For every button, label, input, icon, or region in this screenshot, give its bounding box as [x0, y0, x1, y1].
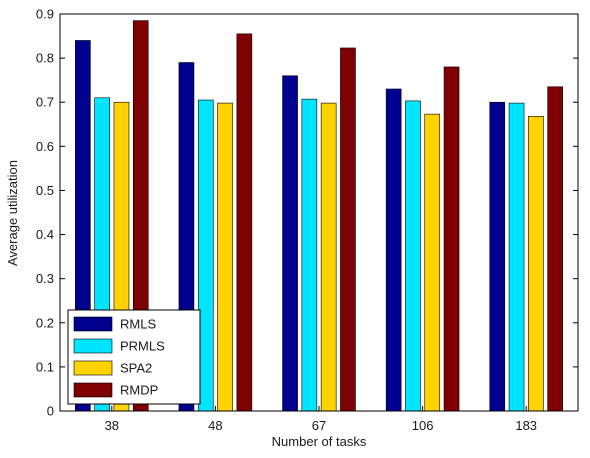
legend-label-spa2: SPA2: [120, 361, 152, 376]
y-tick-label: 0.7: [36, 95, 54, 110]
x-tick-label: 67: [312, 418, 326, 433]
bar-rmdp-106: [443, 66, 460, 412]
bar-spa2-48: [217, 102, 233, 412]
x-tick-label: 48: [208, 418, 222, 433]
y-axis: 0 0.1 0.2 0.3 0.4 0.5 0.6 0.7 0.8 0.9: [36, 7, 578, 419]
y-tick-label: 0.2: [36, 315, 54, 330]
y-tick-label: 0.5: [36, 183, 54, 198]
bar-spa2-67: [320, 102, 337, 412]
bar-prmls-67: [301, 98, 318, 412]
bar-rmls-183: [489, 101, 506, 412]
y-tick-label: 0.3: [36, 271, 54, 286]
legend-swatch-prmls: [73, 338, 113, 354]
legend: RMLS PRMLS SPA2 RMDP: [67, 309, 201, 405]
y-tick-label: 0.4: [36, 227, 54, 242]
y-tick-label: 0.8: [36, 51, 54, 66]
y-tick-label: 0.9: [36, 7, 54, 22]
bar-spa2-106: [424, 113, 441, 412]
bar-rmls-67: [282, 75, 298, 412]
bar-rmls-106: [385, 88, 402, 412]
x-axis-label: Number of tasks: [272, 434, 367, 449]
y-tick-label: 0.1: [36, 359, 54, 374]
y-tick-label: 0.6: [36, 139, 54, 154]
bar-rmdp-48: [236, 33, 253, 412]
legend-swatch-spa2: [73, 360, 113, 376]
x-tick-label: 183: [515, 418, 537, 433]
bar-rmdp-67: [340, 47, 356, 412]
bar-rmdp-183: [547, 86, 563, 412]
bar-spa2-183: [528, 116, 544, 412]
legend-swatch-rmdp: [73, 382, 113, 398]
x-tick-label: 106: [412, 418, 434, 433]
x-tick-label: 38: [105, 418, 119, 433]
legend-label-rmls: RMLS: [120, 317, 156, 332]
y-axis-label: Average utilization: [5, 160, 20, 266]
legend-swatch-rmls: [73, 316, 113, 332]
bar-prmls-106: [405, 100, 421, 412]
legend-label-prmls: PRMLS: [120, 339, 165, 354]
y-tick-label: 0: [47, 404, 54, 419]
bar-prmls-183: [508, 102, 525, 412]
legend-label-rmdp: RMDP: [120, 383, 158, 398]
x-axis: 38 48 67 106 183: [105, 406, 537, 433]
